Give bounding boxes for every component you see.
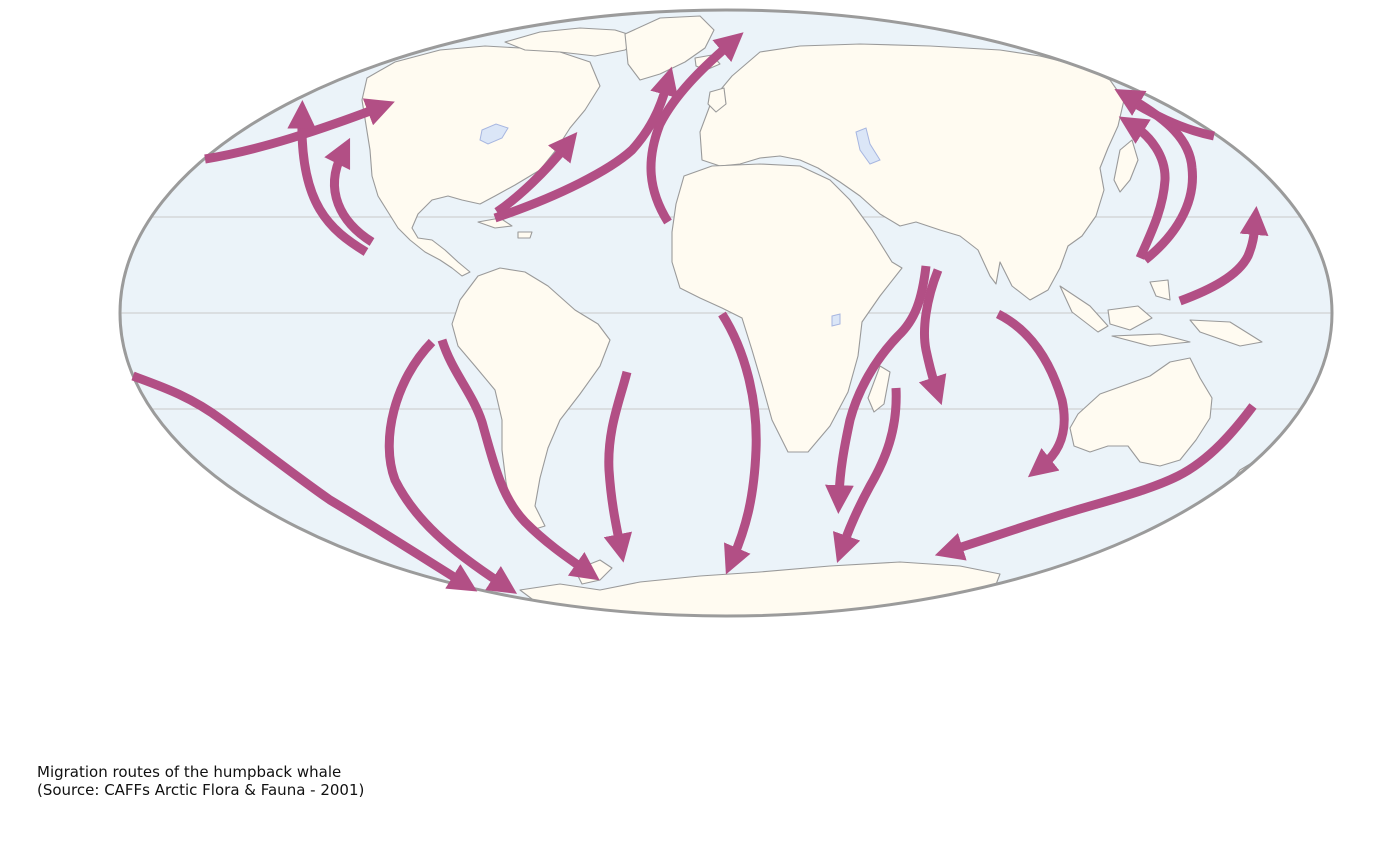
- australia-land: [1069, 357, 1213, 467]
- route-madagascar-south: [832, 387, 901, 563]
- caption-source: (Source: CAFFs Arctic Flora & Fauna - 20…: [37, 781, 365, 799]
- greenland-land: [624, 15, 715, 81]
- caribbean-islands-land: [477, 217, 533, 239]
- route-brazil-south: [603, 370, 633, 563]
- route-bering-return: [1133, 100, 1215, 141]
- uk-land: [707, 87, 727, 113]
- africa-land: [671, 163, 903, 453]
- migration-routes: [131, 32, 1269, 594]
- route-new-guinea-north: [1178, 206, 1269, 306]
- route-peru-loop: [384, 338, 518, 594]
- route-arabian-sea-south: [918, 268, 947, 406]
- eurasia-land: [699, 43, 1125, 301]
- caspian-sea: [855, 127, 881, 165]
- caption-title: Migration routes of the humpback whale: [37, 763, 342, 781]
- map-frame: [118, 8, 1334, 618]
- route-gulf-guinea-south: [718, 311, 761, 575]
- north-america-land: [361, 45, 601, 277]
- route-east-australia-to-antarctica: [934, 403, 1257, 561]
- great-lakes: [479, 123, 509, 145]
- route-philippines-to-kamchatka: [1118, 116, 1170, 260]
- madagascar-land: [867, 365, 891, 413]
- route-caribbean-to-greenland: [493, 66, 679, 223]
- route-westafrica-to-norway: [646, 32, 744, 225]
- south-america-land: [451, 267, 611, 531]
- route-ne-pacific-mexico-inner: [324, 137, 375, 246]
- route-south-pacific-long: [131, 371, 478, 592]
- route-chile-coast: [437, 338, 600, 581]
- route-sumatra-to-wa: [995, 309, 1069, 478]
- route-arabian-sea-to-moz: [825, 265, 931, 514]
- route-ne-pacific-west: [204, 98, 395, 164]
- southeast-asia-islands-land: [1059, 279, 1263, 347]
- route-ne-pacific-mexico-north: [287, 100, 369, 256]
- route-caribbean-to-newfoundland: [494, 131, 578, 216]
- map-caption: Migration routes of the humpback whale (…: [37, 763, 364, 799]
- lake-victoria: [831, 313, 841, 327]
